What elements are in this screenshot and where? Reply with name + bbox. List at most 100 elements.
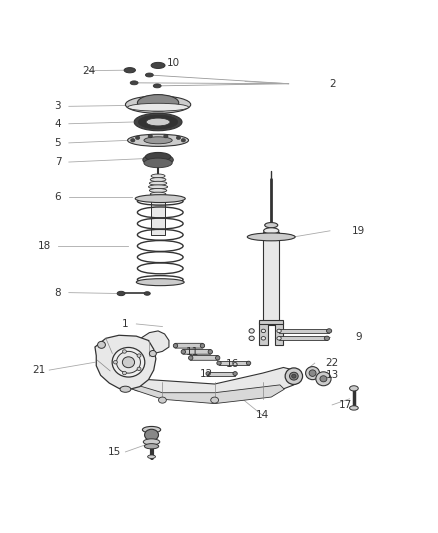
Ellipse shape — [320, 376, 327, 382]
Bar — [208, 372, 235, 376]
Text: 9: 9 — [355, 332, 362, 342]
Ellipse shape — [277, 336, 281, 340]
Ellipse shape — [130, 81, 138, 85]
Ellipse shape — [215, 356, 220, 360]
Ellipse shape — [148, 455, 155, 458]
Bar — [151, 196, 165, 235]
Text: 11: 11 — [186, 347, 200, 357]
Bar — [279, 336, 327, 341]
Ellipse shape — [309, 370, 316, 376]
Text: 14: 14 — [256, 410, 269, 421]
Ellipse shape — [137, 367, 141, 370]
Bar — [219, 361, 249, 365]
Ellipse shape — [350, 406, 358, 410]
FancyBboxPatch shape — [183, 350, 211, 354]
Ellipse shape — [211, 397, 219, 403]
Text: 3: 3 — [55, 101, 61, 111]
Ellipse shape — [145, 429, 159, 441]
Ellipse shape — [181, 350, 185, 354]
Ellipse shape — [143, 439, 160, 445]
Text: 2: 2 — [329, 79, 336, 88]
Text: 22: 22 — [325, 358, 339, 368]
Ellipse shape — [233, 372, 237, 376]
Ellipse shape — [124, 68, 135, 73]
Ellipse shape — [149, 189, 167, 192]
Ellipse shape — [261, 336, 265, 340]
Text: 16: 16 — [226, 359, 239, 369]
Ellipse shape — [123, 350, 127, 353]
Ellipse shape — [137, 354, 141, 357]
Text: 1: 1 — [122, 319, 129, 329]
Ellipse shape — [188, 356, 193, 360]
Ellipse shape — [138, 115, 178, 129]
Ellipse shape — [206, 372, 210, 376]
Ellipse shape — [159, 397, 166, 403]
Polygon shape — [121, 367, 300, 399]
Ellipse shape — [131, 139, 135, 142]
Ellipse shape — [144, 137, 172, 144]
Ellipse shape — [264, 228, 279, 234]
Ellipse shape — [123, 372, 127, 375]
Ellipse shape — [261, 329, 265, 333]
Ellipse shape — [117, 292, 125, 296]
Ellipse shape — [144, 292, 150, 295]
Ellipse shape — [149, 351, 156, 357]
Ellipse shape — [149, 181, 167, 185]
Ellipse shape — [143, 154, 173, 166]
Ellipse shape — [142, 426, 161, 433]
Bar — [275, 322, 283, 345]
Ellipse shape — [265, 223, 278, 228]
Ellipse shape — [98, 341, 106, 349]
Text: 6: 6 — [55, 192, 61, 202]
Ellipse shape — [217, 361, 221, 365]
Text: 10: 10 — [167, 58, 180, 68]
Ellipse shape — [135, 195, 185, 203]
FancyBboxPatch shape — [175, 343, 203, 348]
Polygon shape — [141, 331, 169, 353]
Ellipse shape — [173, 344, 178, 348]
Text: 19: 19 — [352, 226, 365, 236]
Ellipse shape — [144, 158, 172, 168]
Ellipse shape — [247, 361, 251, 365]
Ellipse shape — [150, 192, 166, 196]
Ellipse shape — [208, 350, 212, 354]
Ellipse shape — [146, 118, 170, 126]
Ellipse shape — [151, 174, 165, 178]
Ellipse shape — [136, 279, 184, 286]
Ellipse shape — [150, 177, 166, 182]
Ellipse shape — [127, 134, 188, 147]
Bar — [263, 232, 279, 325]
Ellipse shape — [145, 152, 171, 161]
Ellipse shape — [122, 357, 134, 368]
Ellipse shape — [120, 386, 131, 392]
Bar — [279, 329, 329, 333]
Ellipse shape — [125, 96, 191, 114]
Ellipse shape — [247, 233, 295, 241]
Polygon shape — [130, 385, 284, 403]
Text: 17: 17 — [339, 400, 352, 410]
Ellipse shape — [127, 103, 188, 111]
Ellipse shape — [151, 62, 165, 68]
FancyBboxPatch shape — [190, 356, 218, 360]
Text: 8: 8 — [55, 288, 61, 297]
Ellipse shape — [164, 134, 168, 138]
Text: 18: 18 — [38, 240, 52, 251]
Ellipse shape — [277, 329, 281, 333]
Ellipse shape — [148, 134, 152, 138]
Text: 24: 24 — [82, 66, 95, 76]
Bar — [259, 320, 283, 324]
Ellipse shape — [350, 386, 358, 391]
Text: 21: 21 — [32, 365, 45, 375]
Ellipse shape — [200, 344, 205, 348]
Text: 15: 15 — [108, 447, 121, 457]
Ellipse shape — [326, 329, 332, 333]
Text: 5: 5 — [55, 138, 61, 148]
Ellipse shape — [316, 372, 331, 386]
Ellipse shape — [145, 73, 153, 77]
Ellipse shape — [151, 196, 165, 200]
Ellipse shape — [138, 94, 179, 111]
Ellipse shape — [324, 336, 329, 341]
Text: 13: 13 — [325, 370, 339, 381]
Ellipse shape — [145, 443, 159, 449]
Ellipse shape — [306, 367, 320, 379]
